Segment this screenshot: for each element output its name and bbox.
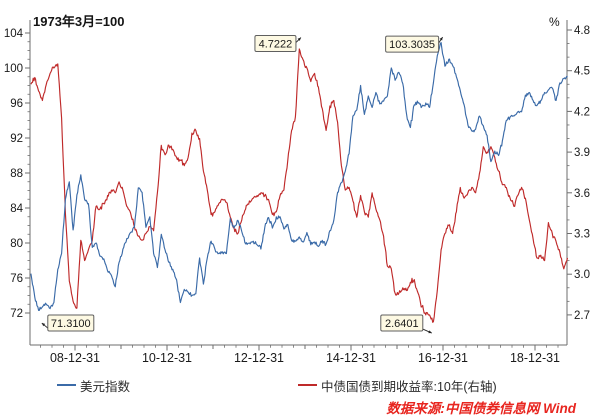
annotation-value: 103.3035 (389, 39, 435, 51)
annotation-box (47, 314, 95, 332)
right-tick-label: 4.2 (574, 106, 590, 118)
right-tick-label: 2.7 (574, 310, 590, 322)
x-tick-label: 18-12-31 (510, 351, 560, 365)
annotation-value: 4.7222 (259, 39, 293, 51)
legend-item-bond-yield: 中债国债到期收益率:10年(右轴) (298, 376, 497, 394)
left-tick-label: 84 (10, 203, 23, 215)
bond-yield-line (30, 48, 569, 323)
legend-label-bond: 中债国债到期收益率:10年(右轴) (321, 379, 497, 394)
annotation-arrowhead (439, 37, 443, 41)
left-tick-label: 96 (10, 98, 23, 110)
x-tick-label: 08-12-31 (50, 351, 100, 365)
left-tick-label: 80 (10, 238, 23, 250)
x-tick-label: 14-12-31 (326, 351, 376, 365)
annotation-box (380, 314, 424, 332)
left-tick-label: 88 (10, 168, 23, 180)
usd-index-line (30, 42, 568, 311)
annotation-arrowhead (297, 37, 301, 41)
left-tick-label: 72 (10, 308, 23, 320)
x-tick-label: 16-12-31 (418, 351, 468, 365)
data-source-note: 数据来源:中国债券信息网 Wind (386, 401, 576, 416)
annotation-value: 71.3100 (51, 318, 91, 330)
left-tick-label: 100 (4, 63, 23, 75)
index-base-note: 1973年3月=100 (33, 14, 125, 29)
legend-label-usd: 美元指数 (80, 379, 131, 394)
legend: 美元指数 中债国债到期收益率:10年(右轴) (0, 376, 600, 394)
right-tick-label: 4.5 (574, 66, 590, 78)
x-tick-label: 10-12-31 (142, 351, 192, 365)
bond-line-swatch (298, 384, 317, 386)
right-tick-label: 3.3 (574, 229, 590, 241)
left-tick-label: 76 (10, 273, 23, 285)
right-axis-unit-label: % (549, 15, 560, 29)
annotation-arrowhead (428, 330, 432, 334)
annotation-arrowhead (41, 323, 46, 327)
annotation-box (385, 35, 440, 53)
annotation-box (254, 35, 297, 53)
usd-line-swatch (57, 384, 76, 386)
right-tick-label: 3.9 (574, 147, 590, 159)
left-tick-label: 104 (4, 28, 24, 40)
annotation-value: 2.6401 (385, 318, 419, 330)
right-tick-label: 3.0 (574, 269, 590, 281)
right-tick-label: 4.8 (574, 25, 590, 37)
left-tick-label: 92 (10, 133, 23, 145)
legend-item-usd-index: 美元指数 (57, 376, 130, 394)
x-tick-label: 12-12-31 (234, 351, 284, 365)
right-tick-label: 3.6 (574, 188, 590, 200)
